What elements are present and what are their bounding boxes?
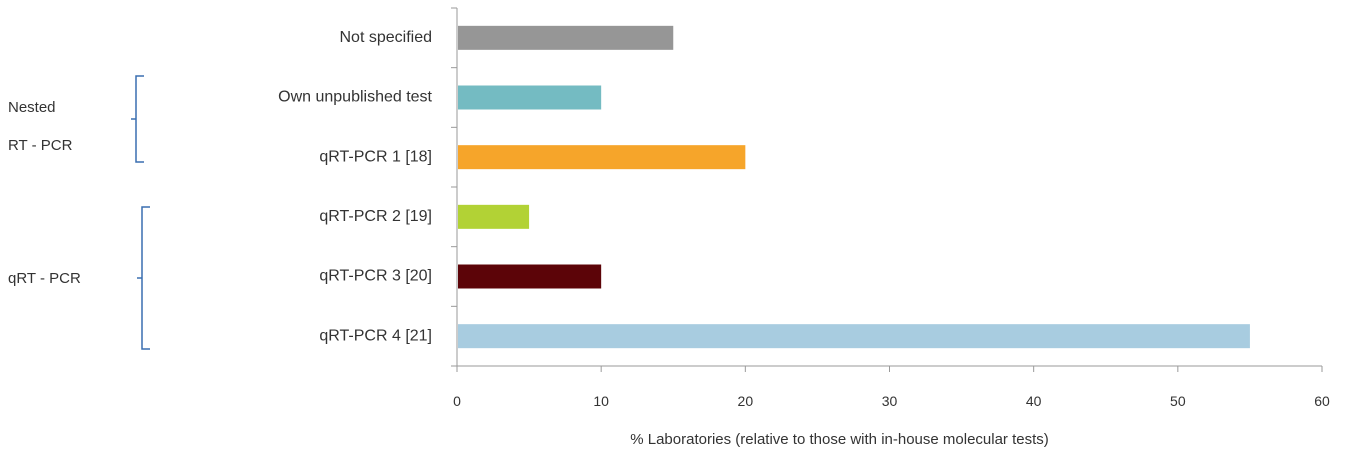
bar: [458, 25, 674, 50]
group-label: qRT - PCR: [8, 270, 81, 287]
x-tick-label: 20: [738, 393, 754, 409]
category-label: qRT-PCR 1 [18]: [319, 148, 432, 165]
group-label: RT - PCR: [8, 137, 73, 154]
x-tick-label: 40: [1026, 393, 1042, 409]
chart-axes: [451, 7, 1323, 372]
category-label: qRT-PCR 2 [19]: [319, 208, 432, 225]
category-label: Not specified: [340, 29, 433, 46]
x-tick-label: 30: [882, 393, 898, 409]
group-label: Nested: [8, 99, 56, 116]
x-tick-label: 50: [1170, 393, 1186, 409]
bar: [458, 85, 602, 110]
x-axis-title: % Laboratories (relative to those with i…: [630, 431, 1049, 448]
chart-bars: [458, 25, 1250, 349]
bar: [458, 145, 746, 170]
group-brackets: Nested RT - PCR qRT - PCR: [8, 75, 150, 350]
group-bracket: [135, 75, 144, 163]
category-label: qRT-PCR 4 [21]: [319, 327, 432, 344]
bar: [458, 264, 602, 289]
bar: [458, 204, 530, 229]
bar: [458, 324, 1250, 349]
x-tick-label: 0: [453, 393, 461, 409]
category-labels: Not specified Own unpublished test qRT-PCR…: [278, 29, 432, 344]
group-bracket: [141, 206, 150, 350]
x-tick-label: 10: [593, 393, 609, 409]
x-tick-labels: 0 10 20 30 40 50 60: [453, 393, 1330, 409]
x-tick-label: 60: [1314, 393, 1330, 409]
category-label: Own unpublished test: [278, 89, 432, 106]
category-label: qRT-PCR 3 [20]: [319, 268, 432, 285]
